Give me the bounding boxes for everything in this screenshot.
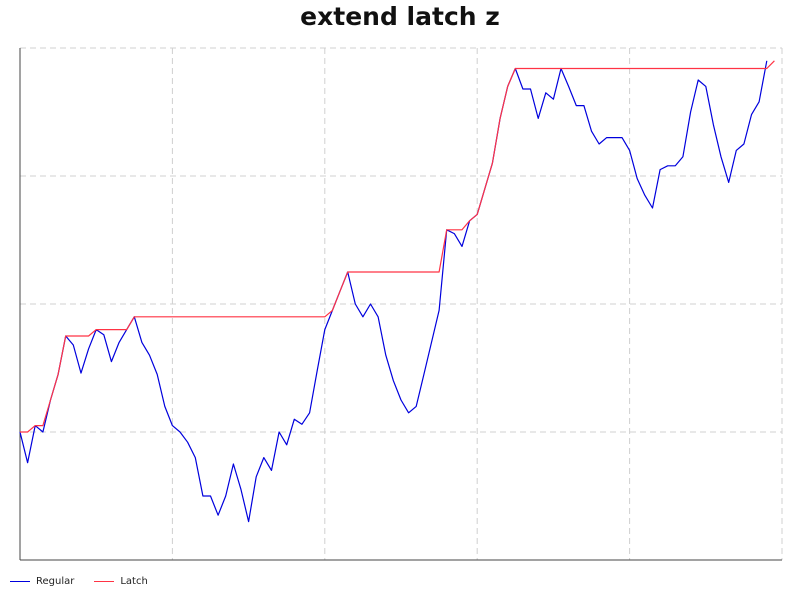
- legend-swatch-latch: [94, 581, 115, 582]
- legend-label-regular: Regular: [36, 576, 75, 587]
- legend-label-latch: Latch: [120, 576, 148, 587]
- legend: Regular Latch: [10, 576, 168, 587]
- series-line-latch: [20, 60, 775, 433]
- series-line-regular: [19, 60, 768, 523]
- chart-title: extend latch z: [300, 2, 500, 31]
- legend-item-regular: Regular: [10, 576, 74, 587]
- legend-swatch-regular: [10, 581, 30, 582]
- legend-item-latch: Latch: [94, 576, 148, 587]
